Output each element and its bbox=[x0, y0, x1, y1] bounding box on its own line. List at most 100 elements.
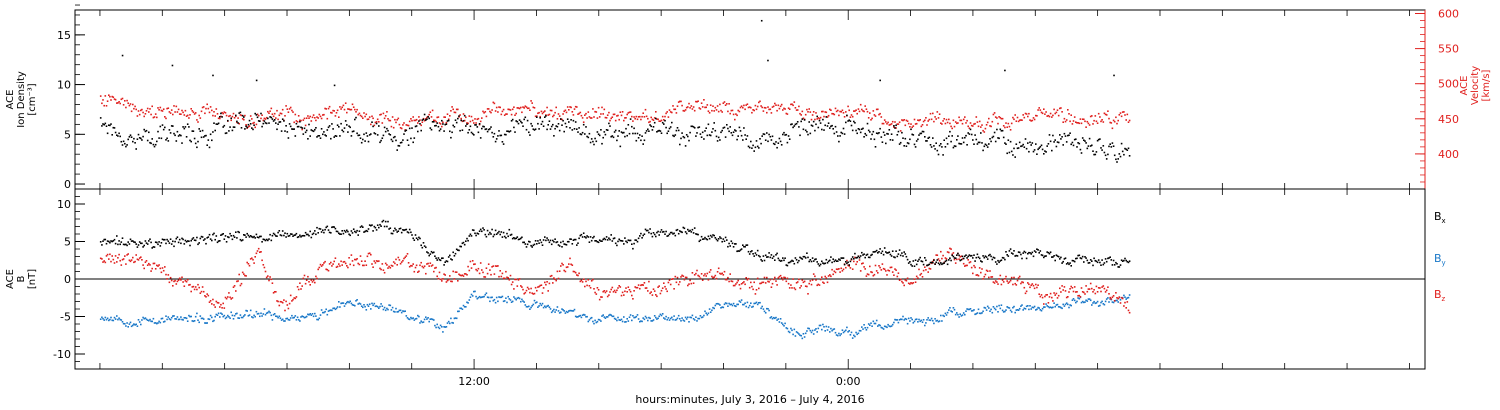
bx-point bbox=[262, 238, 265, 241]
by-point bbox=[482, 296, 484, 298]
density-point bbox=[940, 143, 942, 145]
by-point bbox=[865, 329, 868, 331]
bz-point bbox=[444, 274, 446, 276]
bz-point bbox=[192, 285, 195, 288]
by-point bbox=[530, 306, 532, 309]
bx-point bbox=[960, 259, 963, 261]
bx-point bbox=[403, 229, 405, 232]
by-point bbox=[297, 319, 300, 321]
bz-point bbox=[1092, 291, 1094, 293]
velocity-point bbox=[663, 119, 665, 121]
velocity-point bbox=[277, 118, 279, 121]
velocity-point bbox=[239, 114, 242, 116]
by-point bbox=[925, 322, 927, 324]
by-point bbox=[719, 304, 721, 306]
bz-point bbox=[612, 291, 615, 293]
bz-point bbox=[692, 282, 695, 284]
density-point bbox=[1035, 143, 1037, 145]
density-point bbox=[739, 130, 742, 132]
bz-point bbox=[688, 283, 690, 285]
velocity-point bbox=[399, 127, 402, 129]
density-point bbox=[661, 121, 664, 124]
by-point bbox=[299, 320, 301, 322]
density-point bbox=[611, 135, 614, 137]
density-point bbox=[824, 124, 826, 127]
bx-point bbox=[816, 261, 818, 263]
bz-point bbox=[961, 258, 964, 260]
bz-point bbox=[898, 279, 901, 281]
bx-point bbox=[556, 241, 559, 243]
density-point bbox=[922, 130, 925, 133]
by-point bbox=[835, 334, 838, 336]
density-point bbox=[837, 135, 839, 137]
bx-point bbox=[1043, 256, 1045, 259]
density-point bbox=[647, 128, 649, 131]
density-point bbox=[253, 124, 255, 126]
velocity-point bbox=[185, 115, 188, 117]
velocity-point bbox=[914, 123, 917, 125]
density-point bbox=[1047, 143, 1050, 145]
density-point bbox=[1004, 142, 1006, 144]
bx-point bbox=[357, 234, 359, 236]
bx-point bbox=[1002, 257, 1005, 259]
bx-point bbox=[957, 252, 959, 255]
bz-point bbox=[984, 273, 987, 276]
bx-point bbox=[344, 231, 347, 233]
by-point bbox=[180, 316, 182, 318]
by-point bbox=[856, 333, 858, 336]
density-point bbox=[744, 134, 746, 136]
velocity-point bbox=[396, 119, 398, 121]
velocity-point bbox=[122, 104, 125, 106]
bz-point bbox=[784, 276, 786, 279]
velocity-point bbox=[709, 104, 712, 106]
bx-point bbox=[903, 251, 905, 253]
velocity-point bbox=[714, 106, 717, 109]
bx-point bbox=[199, 237, 202, 240]
bx-point bbox=[465, 240, 467, 242]
density-point bbox=[338, 126, 340, 128]
velocity-point bbox=[278, 114, 281, 117]
bz-point bbox=[268, 279, 270, 282]
bx-point bbox=[976, 253, 979, 256]
density-point bbox=[268, 122, 270, 124]
by-point bbox=[1044, 306, 1046, 308]
velocity-point bbox=[809, 111, 812, 113]
bx-point bbox=[209, 238, 212, 240]
bz-point bbox=[333, 260, 335, 263]
bz-point bbox=[343, 260, 346, 263]
bx-point bbox=[735, 243, 737, 245]
density-point bbox=[843, 133, 846, 135]
bz-point bbox=[1036, 286, 1038, 289]
velocity-point bbox=[569, 106, 571, 108]
velocity-point bbox=[715, 109, 718, 111]
bz-point bbox=[838, 268, 840, 270]
density-point bbox=[397, 144, 400, 147]
bz-point bbox=[1018, 275, 1021, 278]
by-point bbox=[247, 315, 250, 317]
density-point bbox=[566, 118, 569, 120]
by-point bbox=[976, 312, 979, 314]
density-point bbox=[772, 142, 775, 145]
velocity-point bbox=[1036, 115, 1038, 117]
density-point bbox=[731, 134, 734, 137]
bz-point bbox=[261, 259, 263, 262]
bx-point bbox=[148, 240, 150, 242]
velocity-point bbox=[1108, 117, 1110, 120]
bx-point bbox=[518, 238, 521, 240]
bz-point bbox=[839, 271, 841, 273]
by-point bbox=[746, 301, 749, 304]
velocity-point bbox=[413, 119, 416, 122]
bx-point bbox=[673, 232, 675, 235]
density-point bbox=[728, 130, 730, 133]
bx-point bbox=[320, 231, 323, 233]
bx-point bbox=[961, 255, 964, 258]
density-point bbox=[173, 132, 175, 135]
bx-point bbox=[153, 246, 156, 248]
velocity-point bbox=[956, 122, 958, 125]
velocity-axis-tick-label: 500 bbox=[1438, 78, 1459, 91]
bx-point bbox=[1030, 253, 1032, 255]
bx-point bbox=[915, 263, 918, 266]
by-point bbox=[101, 316, 103, 319]
by-point bbox=[962, 312, 965, 314]
bz-point bbox=[324, 260, 326, 263]
